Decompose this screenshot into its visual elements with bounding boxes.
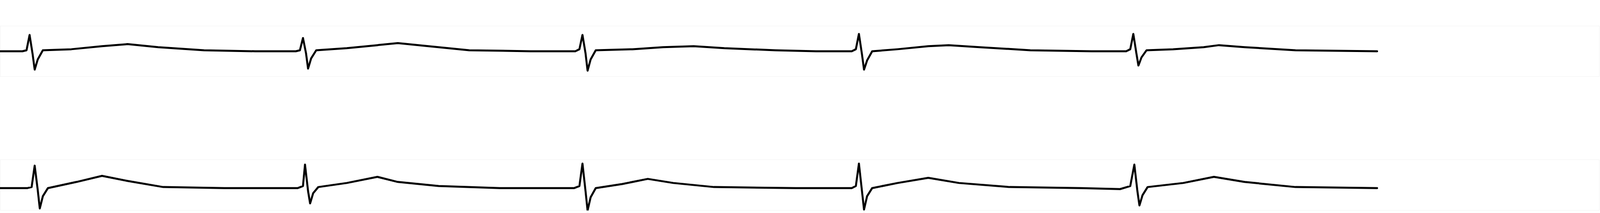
trace-group [0, 163, 1378, 211]
ecg-trace [0, 163, 1378, 211]
plot-frame [0, 160, 1600, 211]
trace-group [0, 33, 1378, 71]
ecg-trace [0, 33, 1378, 71]
background [0, 0, 1600, 213]
plot-frame [0, 26, 1600, 77]
ecg-strip [0, 0, 1600, 213]
